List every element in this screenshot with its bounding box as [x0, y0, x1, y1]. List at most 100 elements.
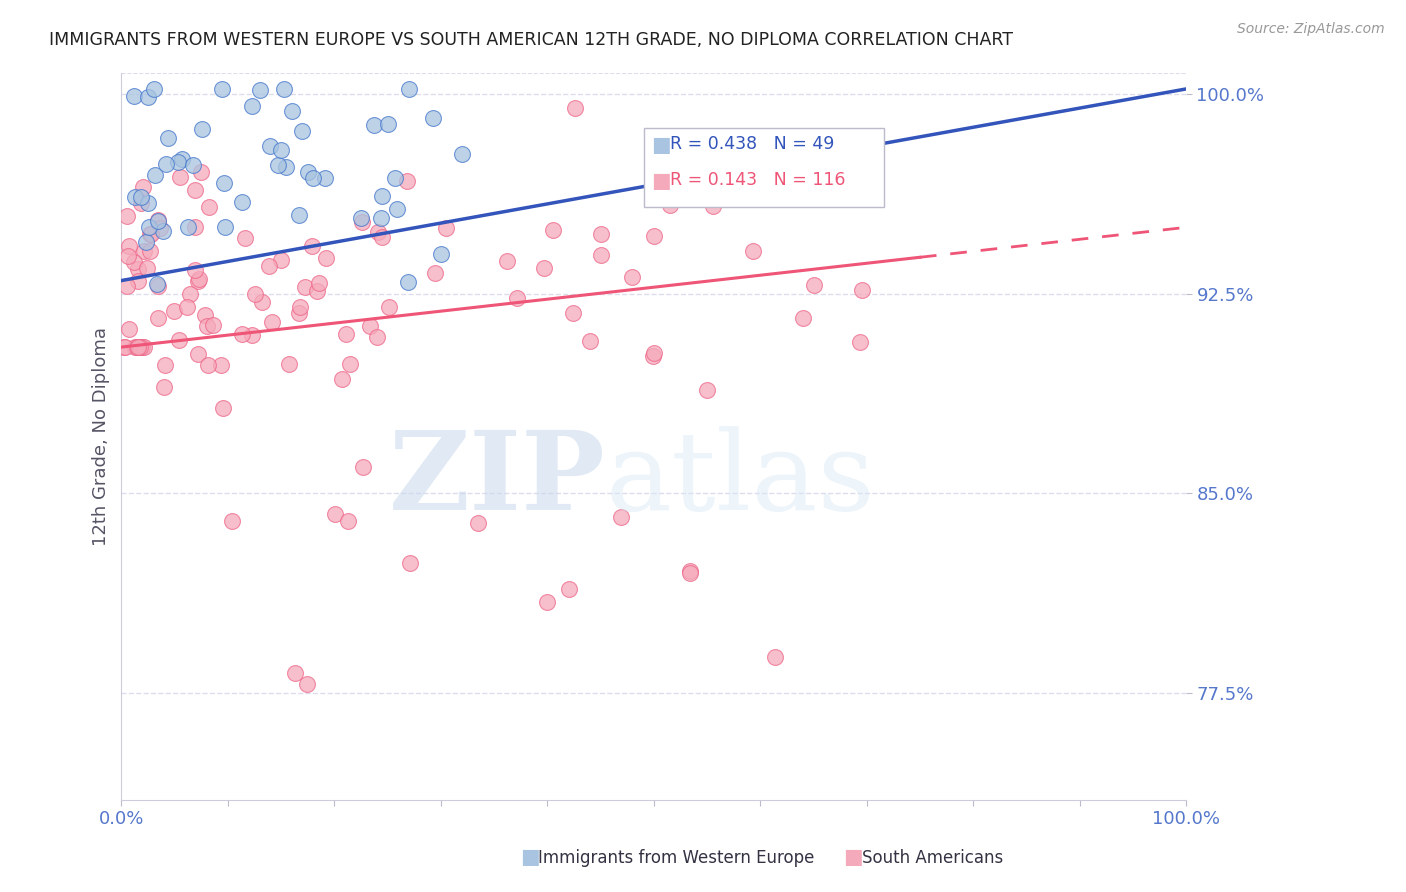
Point [436, 220, 458, 235]
Point [155, 157, 177, 171]
Point [172, 153, 194, 167]
Point [240, 328, 263, 343]
Point [291, 124, 314, 138]
Text: ■: ■ [520, 847, 540, 867]
Point [188, 272, 211, 286]
Point [259, 259, 281, 273]
Point [302, 170, 325, 185]
Point [352, 460, 374, 475]
Point [621, 270, 644, 285]
Text: Immigrants from Western Europe: Immigrants from Western Europe [538, 849, 815, 867]
Point [115, 279, 138, 293]
Point [135, 235, 157, 249]
Text: South Americans: South Americans [862, 849, 1002, 867]
Point [209, 358, 232, 372]
Point [260, 315, 283, 329]
Point [451, 147, 474, 161]
Point [136, 195, 159, 210]
Point [197, 358, 219, 372]
Point [803, 277, 825, 292]
Point [127, 262, 149, 277]
Point [336, 514, 359, 528]
Point [396, 174, 419, 188]
Point [377, 117, 399, 131]
Point [848, 334, 870, 349]
Point [221, 515, 243, 529]
Point [314, 170, 336, 185]
Text: IMMIGRANTS FROM WESTERN EUROPE VS SOUTH AMERICAN 12TH GRADE, NO DIPLOMA CORRELAT: IMMIGRANTS FROM WESTERN EUROPE VS SOUTH … [49, 31, 1014, 49]
Point [146, 311, 169, 326]
Point [541, 223, 564, 237]
Point [295, 677, 318, 691]
Point [851, 283, 873, 297]
Point [187, 275, 209, 289]
Point [641, 349, 664, 363]
Point [118, 322, 141, 336]
Point [308, 276, 330, 290]
Point [702, 199, 724, 213]
Point [792, 310, 814, 325]
Point [166, 155, 188, 169]
Point [181, 158, 204, 172]
Point [610, 510, 633, 524]
Point [323, 507, 346, 521]
Point [184, 183, 207, 197]
Point [370, 211, 392, 225]
Point [115, 209, 138, 223]
Point [301, 239, 323, 253]
Point [277, 357, 299, 371]
Point [561, 306, 583, 320]
Point [131, 195, 153, 210]
Point [176, 300, 198, 314]
Point [231, 326, 253, 341]
Point [124, 190, 146, 204]
Point [330, 372, 353, 386]
Point [366, 330, 388, 344]
Point [288, 208, 311, 222]
Point [370, 229, 392, 244]
Point [288, 300, 311, 314]
Point [245, 287, 267, 301]
Text: R = 0.143   N = 116: R = 0.143 N = 116 [669, 171, 845, 189]
Point [169, 169, 191, 184]
Point [114, 340, 136, 354]
Point [846, 157, 869, 171]
Point [117, 249, 139, 263]
Point [191, 122, 214, 136]
Point [281, 104, 304, 119]
Point [118, 239, 141, 253]
Point [367, 225, 389, 239]
Text: ■: ■ [651, 171, 671, 191]
Point [790, 176, 813, 190]
Point [122, 255, 145, 269]
Point [696, 383, 718, 397]
Point [385, 202, 408, 216]
Point [132, 180, 155, 194]
Point [194, 308, 217, 322]
Point [252, 294, 274, 309]
Point [643, 228, 665, 243]
Point [696, 159, 718, 173]
Point [536, 595, 558, 609]
Point [741, 244, 763, 258]
Point [139, 227, 162, 241]
Point [800, 173, 823, 187]
Point [679, 566, 702, 580]
Point [136, 90, 159, 104]
Point [198, 200, 221, 214]
Point [132, 340, 155, 354]
Point [294, 280, 316, 294]
Point [335, 326, 357, 341]
Point [231, 194, 253, 209]
Point [589, 248, 612, 262]
Point [190, 165, 212, 179]
Point [183, 219, 205, 234]
Point [276, 160, 298, 174]
Point [112, 340, 135, 354]
Point [352, 215, 374, 229]
Point [557, 582, 579, 597]
Point [139, 244, 162, 258]
Point [359, 318, 381, 333]
Point [384, 171, 406, 186]
Point [132, 244, 155, 259]
